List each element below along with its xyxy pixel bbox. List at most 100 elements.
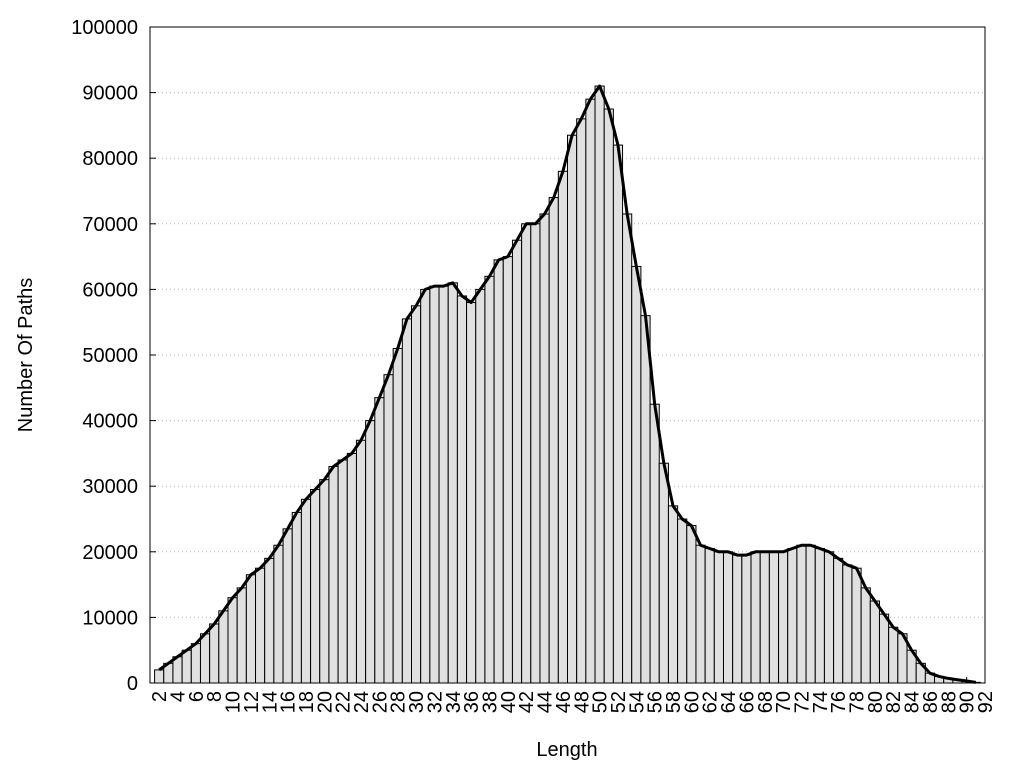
bar <box>502 256 513 684</box>
bar <box>612 144 624 684</box>
bar <box>493 259 504 684</box>
bar <box>860 587 871 684</box>
x-tick-label: 36 <box>461 691 483 713</box>
bar <box>869 600 880 684</box>
bar <box>722 551 734 684</box>
bar <box>346 452 357 684</box>
x-tick-label: 80 <box>865 691 887 713</box>
bar <box>658 462 669 684</box>
bar <box>530 223 541 684</box>
bar <box>429 285 440 684</box>
x-axis-label: Length <box>536 739 597 761</box>
bar <box>475 288 486 684</box>
x-tick-label: 70 <box>773 691 795 713</box>
x-tick-label: 18 <box>296 691 318 713</box>
x-tick-label: 42 <box>516 691 538 713</box>
bar <box>878 613 890 684</box>
y-tick-label: 40000 <box>82 411 138 433</box>
bar <box>594 85 605 684</box>
x-tick-label: 46 <box>553 691 575 713</box>
x-tick-label: 88 <box>938 691 960 713</box>
bar <box>236 587 247 684</box>
bar <box>805 544 816 684</box>
y-tick-label: 50000 <box>82 345 138 367</box>
x-tick-label: 34 <box>443 691 465 713</box>
x-tick-label: 28 <box>388 691 410 713</box>
bar <box>521 223 532 684</box>
bar <box>576 118 587 684</box>
bar <box>383 374 394 684</box>
bar <box>686 525 697 684</box>
y-tick-label: 10000 <box>82 607 138 629</box>
bar <box>401 318 413 684</box>
y-tick-label: 0 <box>127 673 138 695</box>
bar <box>704 548 715 684</box>
x-tick-label: 64 <box>718 691 740 713</box>
bar <box>264 557 275 684</box>
x-tick-label: 78 <box>847 691 869 713</box>
x-tick-label: 8 <box>204 691 226 702</box>
bar <box>759 551 770 684</box>
x-tick-label: 68 <box>755 691 777 713</box>
x-tick-label: 50 <box>590 691 612 713</box>
bar <box>778 551 789 684</box>
x-tick-label: 6 <box>186 691 208 702</box>
x-tick-label: 52 <box>608 691 630 713</box>
bar <box>677 518 688 684</box>
bar <box>227 597 238 684</box>
y-tick-label: 90000 <box>82 83 138 105</box>
bar <box>842 564 853 684</box>
bar <box>328 466 339 684</box>
bar <box>631 265 642 684</box>
bar <box>567 134 578 684</box>
bar <box>411 305 422 684</box>
x-tick-label: 56 <box>645 691 667 713</box>
bar <box>585 98 596 684</box>
y-tick-label: 70000 <box>82 214 138 236</box>
y-tick-label: 100000 <box>71 17 138 39</box>
x-tick-label: 20 <box>314 691 336 713</box>
bar <box>245 574 257 684</box>
bar <box>640 315 651 684</box>
bar <box>713 551 724 684</box>
bar <box>282 528 293 684</box>
bar <box>667 505 679 684</box>
x-tick-label: 16 <box>278 691 300 713</box>
bar <box>273 544 284 684</box>
y-tick-label: 80000 <box>82 148 138 170</box>
plot-frame <box>149 26 986 684</box>
x-tick-label: 44 <box>535 691 557 713</box>
x-tick-label: 22 <box>333 691 355 713</box>
x-tick-label: 38 <box>480 691 502 713</box>
bar <box>337 459 348 684</box>
x-tick-label: 54 <box>626 691 648 713</box>
bar <box>649 403 660 684</box>
x-tick-label: 72 <box>791 691 813 713</box>
x-tick-label: 14 <box>259 691 281 713</box>
bar <box>888 626 899 684</box>
trend-line <box>158 84 977 684</box>
bar <box>209 623 220 684</box>
y-tick-label: 30000 <box>82 476 138 498</box>
bar <box>154 669 165 684</box>
x-tick-label: 62 <box>700 691 722 713</box>
y-axis-label: Number Of Paths <box>15 278 37 433</box>
x-tick-label: 92 <box>975 691 997 713</box>
x-tick-label: 26 <box>369 691 391 713</box>
x-tick-label: 74 <box>810 691 832 713</box>
bar <box>438 285 449 684</box>
bar <box>190 643 201 684</box>
x-tick-label: 30 <box>406 691 428 713</box>
x-tick-label: 24 <box>351 691 373 713</box>
bar <box>539 213 550 684</box>
x-tick-label: 60 <box>681 691 703 713</box>
bar <box>787 548 798 684</box>
x-tick-label: 10 <box>223 691 245 713</box>
bar <box>823 551 835 684</box>
bar <box>447 282 458 684</box>
y-tick-label: 60000 <box>82 279 138 301</box>
x-tick-label: 4 <box>168 691 190 702</box>
x-tick-label: 32 <box>424 691 446 713</box>
bar <box>511 239 523 684</box>
